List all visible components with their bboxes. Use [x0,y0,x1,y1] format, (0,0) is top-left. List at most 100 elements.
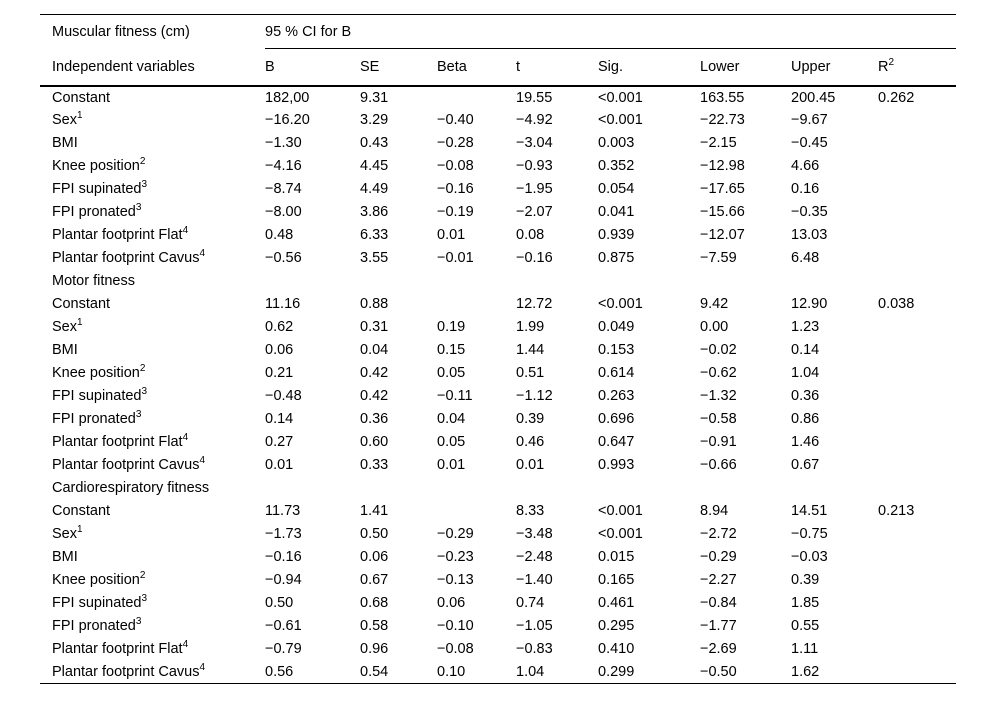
footnote-superscript: 3 [141,593,148,605]
cell-upper: 0.55 [791,618,820,634]
cell-lower: −15.66 [700,204,745,220]
cell-t: 0.51 [516,365,545,381]
table-row: FPI supinated3 0.50 0.68 0.06 0.74 0.461 −0.84… [40,592,956,615]
cell-t: 1.04 [516,663,545,680]
cell-sig: 0.993 [598,457,635,473]
cell-se: 0.58 [360,618,389,634]
cell-se: 0.54 [360,663,389,680]
footnote-superscript: 4 [182,432,189,444]
table-row: Plantar footprint Flat4 0.48 6.33 0.01 0.08 0… [40,224,956,247]
cell-r2 [878,362,956,385]
cell-r2: 0.262 [878,89,915,106]
cell-lower: −0.50 [700,663,737,680]
table-row: BMI 0.06 0.04 0.15 1.44 0.153 −0.02 0.14 [40,339,956,362]
cell-r2 [878,569,956,592]
cell-se: 0.36 [360,411,389,427]
row-label: FPI supinated3 [52,179,148,197]
cell-b: 0.27 [265,434,294,450]
cell-r2 [878,224,956,247]
row-label: BMI [52,549,78,565]
cell-lower: −0.02 [700,342,737,358]
col-header-sig: Sig. [598,48,700,87]
cell-se: 9.31 [360,89,389,106]
cell-lower: −12.98 [700,158,745,174]
table-row: FPI pronated3 −0.61 0.58 −0.10 −1.05 0.295 −1.… [40,615,956,638]
cell-se: 0.42 [360,365,389,381]
table-row: Plantar footprint Cavus4 0.56 0.54 0.10 1.04… [40,661,956,684]
cell-r2 [878,316,956,339]
cell-upper: 200.45 [791,89,836,106]
table-row: Sex1 0.62 0.31 0.19 1.99 0.049 0.00 1.23 [40,316,956,339]
section-label: Motor fitness [52,273,135,289]
ci-span-header: 95 % CI for B [265,14,957,49]
cell-lower: −1.77 [700,618,737,634]
table-row: Knee position2 0.21 0.42 0.05 0.51 0.614 −0.62… [40,362,956,385]
cell-b: 0.48 [265,227,294,243]
footnote-superscript: 3 [135,409,142,421]
cell-t: −4.92 [516,112,553,128]
cell-upper: −0.35 [791,204,828,220]
cell-upper: −0.45 [791,135,828,151]
cell-t: −0.83 [516,641,553,657]
table-row: Plantar footprint Cavus4 0.01 0.33 0.01 0.01… [40,454,956,477]
cell-lower: −0.58 [700,411,737,427]
cell-se: 3.86 [360,204,389,220]
cell-upper: 1.04 [791,365,820,381]
cell-upper: 1.23 [791,319,820,335]
row-label: Plantar footprint Cavus4 [52,661,206,680]
row-label: BMI [52,135,78,151]
cell-t: −3.48 [516,526,553,542]
cell-upper: −0.03 [791,549,828,565]
section-label: Cardiorespiratory fitness [52,480,210,496]
cell-t: 0.74 [516,595,545,611]
cell-lower: −2.27 [700,572,737,588]
cell-se: 3.29 [360,112,389,128]
cell-beta: 0.01 [437,457,466,473]
cell-r2 [878,270,956,293]
cell-sig: 0.614 [598,365,635,381]
cell-upper [791,477,878,500]
cell-sig: <0.001 [598,89,643,106]
footnote-superscript: 4 [199,661,206,673]
cell-r2 [878,477,956,500]
row-label: Plantar footprint Flat4 [52,639,189,657]
cell-upper: 0.14 [791,342,820,358]
cell-upper: 0.39 [791,572,820,588]
cell-sig: 0.003 [598,135,635,151]
cell-se: 0.43 [360,135,389,151]
cell-lower: −1.32 [700,388,737,404]
cell-se: 0.31 [360,319,389,335]
footnote-superscript: 2 [139,570,146,582]
cell-upper: 1.46 [791,434,820,450]
cell-t: −2.07 [516,204,553,220]
cell-t: −0.16 [516,250,553,266]
cell-se: 4.49 [360,181,389,197]
row-label: Constant [52,89,111,106]
cell-r2 [878,385,956,408]
cell-beta [437,477,516,500]
cell-upper: −9.67 [791,112,828,128]
cell-b: −8.74 [265,181,302,197]
cell-b: −0.94 [265,572,302,588]
cell-upper: 1.85 [791,595,820,611]
row-label: BMI [52,342,78,358]
cell-t: −1.12 [516,388,553,404]
cell-b: 0.56 [265,663,294,680]
cell-b: −1.73 [265,526,302,542]
table-row: FPI supinated3 −0.48 0.42 −0.11 −1.12 0.263 −1… [40,385,956,408]
cell-upper: 4.66 [791,158,820,174]
table-header-row-columns: Independent variables B SE Beta t Sig. L… [40,48,957,87]
cell-sig: 0.263 [598,388,635,404]
table-row: Plantar footprint Flat4 0.27 0.60 0.05 0.46 0… [40,431,956,454]
cell-b: 11.73 [265,503,301,519]
table-title: Muscular fitness (cm) [52,23,190,40]
cell-se: 3.55 [360,250,389,266]
cell-beta [437,293,516,316]
row-label: Sex1 [52,110,83,128]
cell-t: 12.72 [516,296,553,312]
cell-t: 19.55 [516,89,553,106]
cell-r2 [878,408,956,431]
row-label: Sex1 [52,317,83,335]
cell-t: −1.95 [516,181,553,197]
cell-r2: 0.038 [878,296,915,312]
